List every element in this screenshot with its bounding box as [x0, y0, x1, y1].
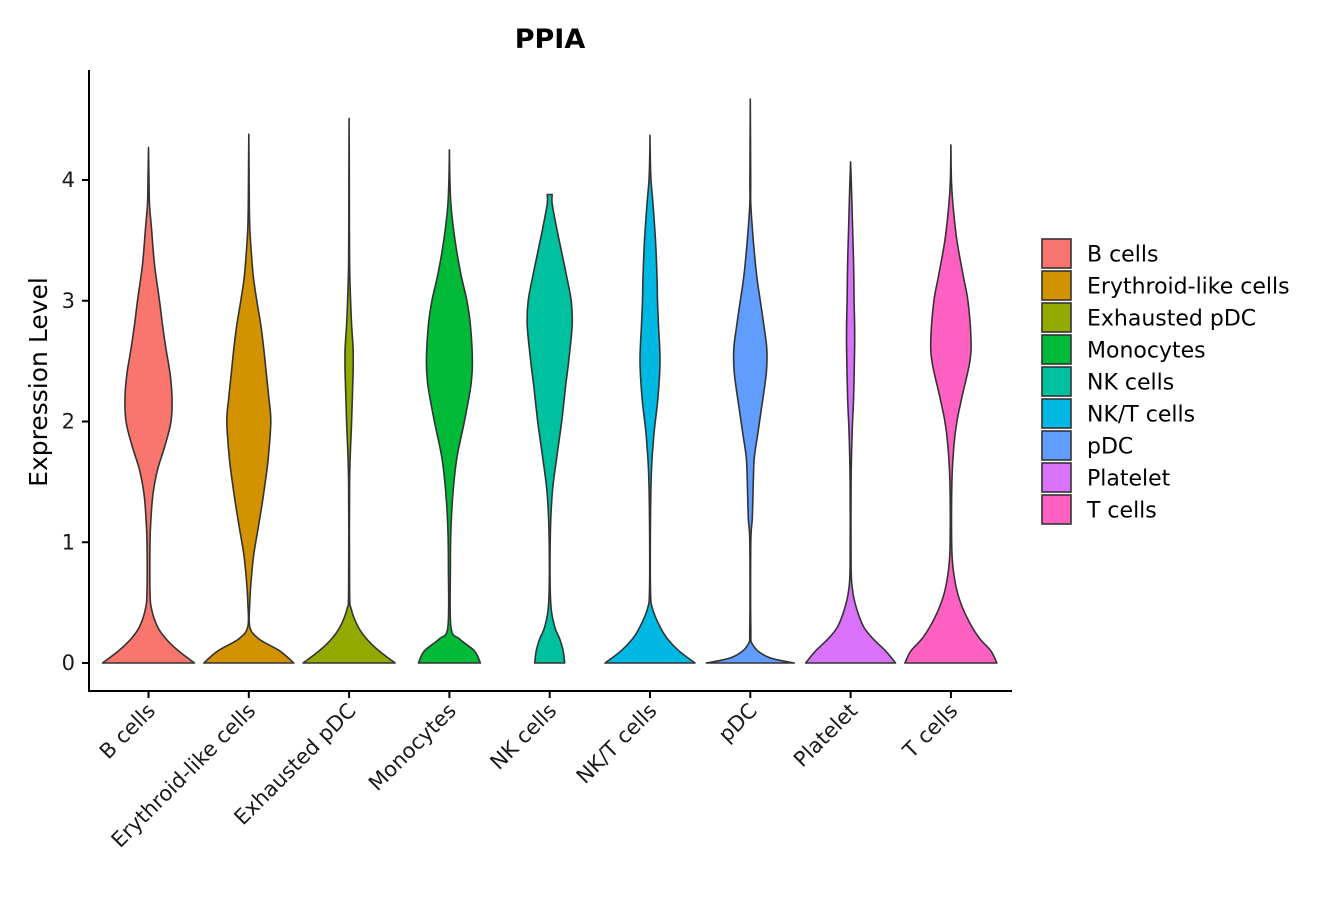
violin-nk-cells — [526, 193, 574, 664]
violin-monocytes — [417, 149, 482, 664]
x-tick-label-nk-t-cells: NK/T cells — [572, 699, 662, 789]
legend-swatch-monocytes — [1041, 334, 1072, 365]
violin-b-cells — [101, 146, 196, 664]
chart-title: PPIA — [515, 24, 586, 55]
legend-swatch-exhausted-pdc — [1041, 302, 1072, 333]
legend-swatch-nk-cells — [1041, 366, 1072, 397]
x-tick-label-nk-cells: NK cells — [485, 699, 561, 775]
legend-swatch-nk-t-cells — [1041, 398, 1072, 429]
y-axis-label: Expression Level — [24, 277, 53, 487]
legend-label-platelet: Platelet — [1087, 467, 1171, 492]
legend-label-exhausted-pdc: Exhausted pDC — [1087, 307, 1256, 332]
y-tick-label: 2 — [62, 410, 75, 434]
violin-platelet — [804, 161, 897, 664]
violin-exhausted-pdc — [302, 117, 396, 664]
legend-label-nk-cells: NK cells — [1087, 371, 1174, 396]
violin-nk-t-cells — [604, 134, 696, 664]
legend-swatch-t-cells — [1041, 494, 1072, 525]
y-tick-label: 0 — [62, 651, 75, 675]
violins-group — [101, 98, 998, 664]
legend-swatch-erythroid-like-cells — [1041, 270, 1072, 301]
legend-label-t-cells: T cells — [1086, 499, 1157, 524]
violin-pdc — [705, 98, 796, 664]
y-tick-label: 1 — [62, 530, 75, 554]
legend-label-pdc: pDC — [1087, 435, 1133, 460]
x-tick-label-b-cells: B cells — [95, 699, 160, 764]
x-tick-label-pdc: pDC — [714, 699, 762, 747]
x-tick-label-monocytes: Monocytes — [364, 699, 461, 796]
x-tick-label-t-cells: T cells — [898, 699, 963, 764]
legend-swatch-b-cells — [1041, 238, 1072, 269]
legend-label-monocytes: Monocytes — [1087, 339, 1206, 364]
y-tick-label: 4 — [62, 168, 75, 192]
legend-label-b-cells: B cells — [1087, 243, 1158, 268]
violin-erythroid-like-cells — [203, 133, 295, 664]
y-ticks-group: 0 1 2 3 4 — [62, 168, 89, 675]
legend-swatch-pdc — [1041, 430, 1072, 461]
y-tick-label: 3 — [62, 289, 75, 313]
legend-label-nk-t-cells: NK/T cells — [1087, 403, 1195, 428]
legend-label-erythroid-like-cells: Erythroid-like cells — [1087, 275, 1290, 300]
x-tick-label-platelet: Platelet — [789, 699, 862, 772]
legend-swatch-platelet — [1041, 462, 1072, 493]
legend: B cells Erythroid-like cells Exhausted pDC… — [1041, 238, 1290, 525]
violin-t-cells — [904, 144, 998, 664]
